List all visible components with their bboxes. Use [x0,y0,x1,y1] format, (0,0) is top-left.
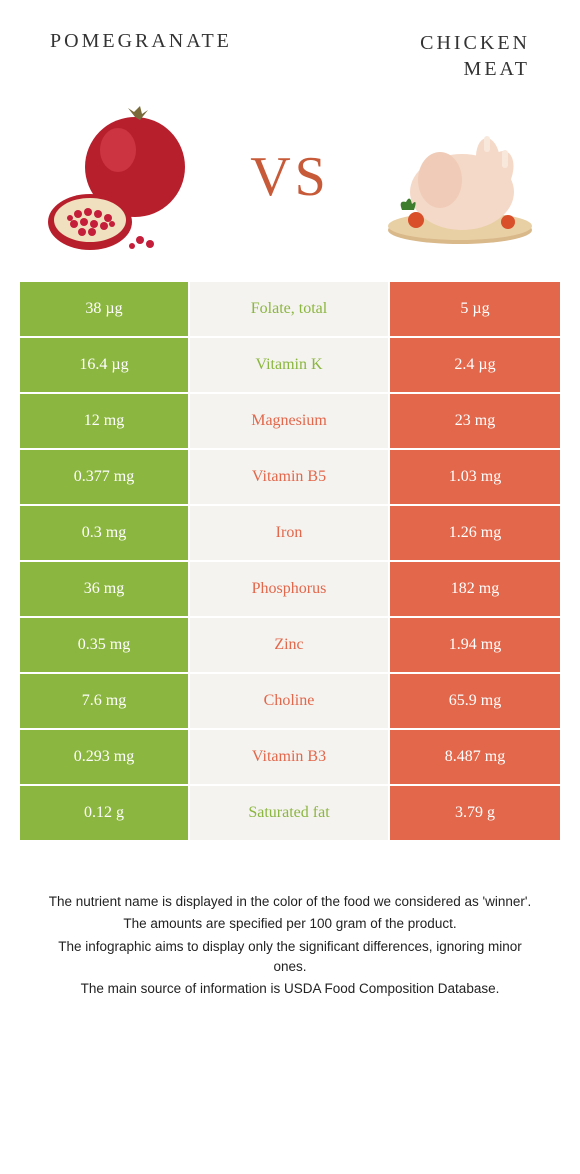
left-value-cell: 38 µg [20,282,190,336]
table-row: 0.12 gSaturated fat3.79 g [20,786,560,842]
vs-label: VS [250,145,330,209]
table-row: 36 mgPhosphorus182 mg [20,562,560,618]
left-value-cell: 16.4 µg [20,338,190,392]
table-row: 38 µgFolate, total5 µg [20,282,560,338]
right-value-cell: 2.4 µg [390,338,560,392]
table-row: 0.35 mgZinc1.94 mg [20,618,560,674]
table-row: 16.4 µgVitamin K2.4 µg [20,338,560,394]
table-row: 7.6 mgCholine65.9 mg [20,674,560,730]
left-value-cell: 0.3 mg [20,506,190,560]
right-value-cell: 65.9 mg [390,674,560,728]
nutrient-name-cell: Phosphorus [190,562,390,616]
note-line: The nutrient name is displayed in the co… [40,892,540,912]
pomegranate-image [40,102,200,252]
right-value-cell: 182 mg [390,562,560,616]
left-value-cell: 12 mg [20,394,190,448]
table-row: 12 mgMagnesium23 mg [20,394,560,450]
nutrient-name-cell: Saturated fat [190,786,390,840]
nutrient-name-cell: Zinc [190,618,390,672]
nutrient-name-cell: Folate, total [190,282,390,336]
right-value-cell: 5 µg [390,282,560,336]
right-value-cell: 1.94 mg [390,618,560,672]
note-line: The infographic aims to display only the… [40,937,540,978]
right-value-cell: 8.487 mg [390,730,560,784]
left-value-cell: 36 mg [20,562,190,616]
left-value-cell: 0.377 mg [20,450,190,504]
right-value-cell: 3.79 g [390,786,560,840]
header-titles: POMEGRANATE CHICKENMEAT [0,0,580,92]
right-food-title: CHICKENMEAT [290,30,550,82]
note-line: The amounts are specified per 100 gram o… [40,914,540,934]
table-row: 0.3 mgIron1.26 mg [20,506,560,562]
right-value-cell: 1.03 mg [390,450,560,504]
comparison-table: 38 µgFolate, total5 µg16.4 µgVitamin K2.… [20,282,560,842]
left-value-cell: 0.293 mg [20,730,190,784]
nutrient-name-cell: Vitamin B3 [190,730,390,784]
nutrient-name-cell: Vitamin B5 [190,450,390,504]
nutrient-name-cell: Iron [190,506,390,560]
nutrient-name-cell: Vitamin K [190,338,390,392]
chicken-image [380,102,540,252]
table-row: 0.377 mgVitamin B51.03 mg [20,450,560,506]
left-value-cell: 0.12 g [20,786,190,840]
table-row: 0.293 mgVitamin B38.487 mg [20,730,560,786]
nutrient-name-cell: Choline [190,674,390,728]
right-value-cell: 23 mg [390,394,560,448]
right-value-cell: 1.26 mg [390,506,560,560]
left-food-title: POMEGRANATE [30,30,290,82]
footer-notes: The nutrient name is displayed in the co… [30,842,550,1001]
nutrient-name-cell: Magnesium [190,394,390,448]
vs-row: VS [0,92,580,282]
note-line: The main source of information is USDA F… [40,979,540,999]
left-value-cell: 0.35 mg [20,618,190,672]
left-value-cell: 7.6 mg [20,674,190,728]
